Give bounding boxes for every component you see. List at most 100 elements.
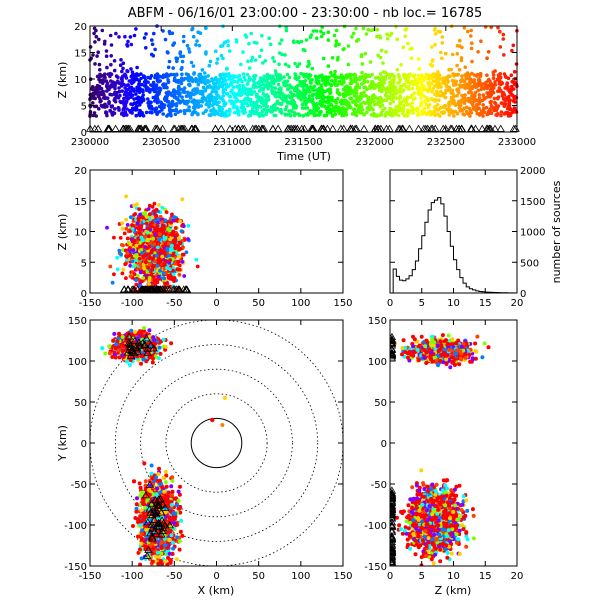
source-point: [125, 223, 130, 227]
source-point: [468, 80, 473, 85]
source-point: [116, 106, 121, 110]
source-point: [112, 59, 117, 63]
source-point: [353, 73, 358, 77]
source-point: [119, 58, 123, 62]
source-point: [298, 79, 302, 84]
source-point: [227, 72, 231, 76]
ground-marker: [350, 124, 360, 132]
source-point: [385, 32, 389, 37]
source-point: [121, 99, 125, 104]
source-point: [160, 220, 165, 225]
source-point: [420, 100, 424, 104]
ground-marker: [490, 124, 500, 132]
source-point: [100, 104, 105, 109]
source-point: [130, 102, 135, 107]
source-point: [391, 82, 396, 87]
source-point: [500, 81, 505, 86]
source-point: [359, 102, 363, 106]
x-tick-label: 0: [213, 298, 219, 309]
source-point: [173, 237, 178, 242]
source-point: [510, 84, 514, 89]
source-point: [460, 108, 465, 113]
source-point: [128, 35, 133, 39]
source-point: [394, 96, 399, 100]
source-point: [307, 62, 312, 67]
source-point: [368, 60, 373, 64]
ground-marker: [133, 285, 142, 293]
source-point: [332, 33, 337, 38]
source-point: [162, 276, 167, 281]
source-point: [208, 103, 212, 107]
source-point: [139, 361, 143, 366]
source-point: [121, 267, 126, 272]
source-point: [420, 75, 425, 79]
source-point: [506, 104, 511, 109]
source-point: [187, 105, 191, 109]
source-point: [503, 97, 508, 101]
source-point: [307, 73, 312, 77]
source-point: [237, 90, 241, 94]
source-point: [203, 71, 207, 75]
source-point: [393, 110, 397, 114]
source-point: [253, 58, 258, 62]
source-point: [129, 42, 134, 47]
source-point: [161, 226, 166, 231]
source-point: [98, 97, 102, 101]
source-point: [212, 95, 216, 100]
source-point: [365, 79, 370, 84]
source-point: [227, 49, 232, 53]
source-point: [146, 101, 150, 105]
source-point: [365, 110, 369, 114]
ground-marker: [140, 124, 149, 132]
source-point: [145, 237, 149, 242]
source-point: [406, 41, 410, 46]
source-point: [216, 111, 220, 116]
source-point: [388, 73, 393, 77]
source-point: [124, 100, 129, 105]
source-point: [227, 94, 232, 99]
y-tick-label: 0: [81, 289, 87, 300]
y-tick-label: 1000: [520, 228, 545, 239]
source-point: [96, 93, 100, 98]
source-point: [221, 80, 225, 84]
source-point: [264, 84, 268, 88]
source-point: [105, 65, 109, 70]
y-tick-label: 15: [74, 49, 87, 60]
source-point: [150, 42, 155, 47]
source-point: [197, 43, 202, 48]
source-point: [221, 88, 226, 93]
source-point: [90, 87, 94, 91]
source-point: [163, 253, 168, 258]
source-point: [143, 260, 148, 265]
source-point: [486, 110, 491, 114]
source-point: [240, 79, 244, 84]
source-point: [474, 103, 479, 107]
source-point: [186, 78, 191, 83]
source-point: [175, 96, 180, 101]
source-point: [115, 267, 120, 272]
source-point: [453, 103, 458, 108]
source-point: [316, 75, 321, 80]
source-point: [297, 89, 302, 94]
source-point: [249, 103, 253, 107]
source-point: [262, 103, 266, 108]
source-point: [372, 102, 377, 107]
source-point: [155, 223, 160, 228]
source-point: [379, 111, 384, 115]
source-point: [439, 50, 443, 55]
source-point: [247, 66, 252, 70]
source-point: [120, 69, 124, 74]
source-point: [264, 97, 269, 101]
source-point: [128, 85, 132, 90]
source-point: [227, 113, 231, 117]
source-point: [440, 35, 445, 39]
source-point: [221, 94, 225, 98]
source-point: [222, 41, 226, 45]
source-point: [433, 72, 438, 77]
source-point: [128, 263, 133, 268]
source-point: [469, 28, 474, 33]
source-point: [334, 39, 339, 43]
y-tick-label: 0: [81, 128, 87, 139]
source-point: [338, 79, 342, 84]
source-point: [377, 113, 382, 118]
